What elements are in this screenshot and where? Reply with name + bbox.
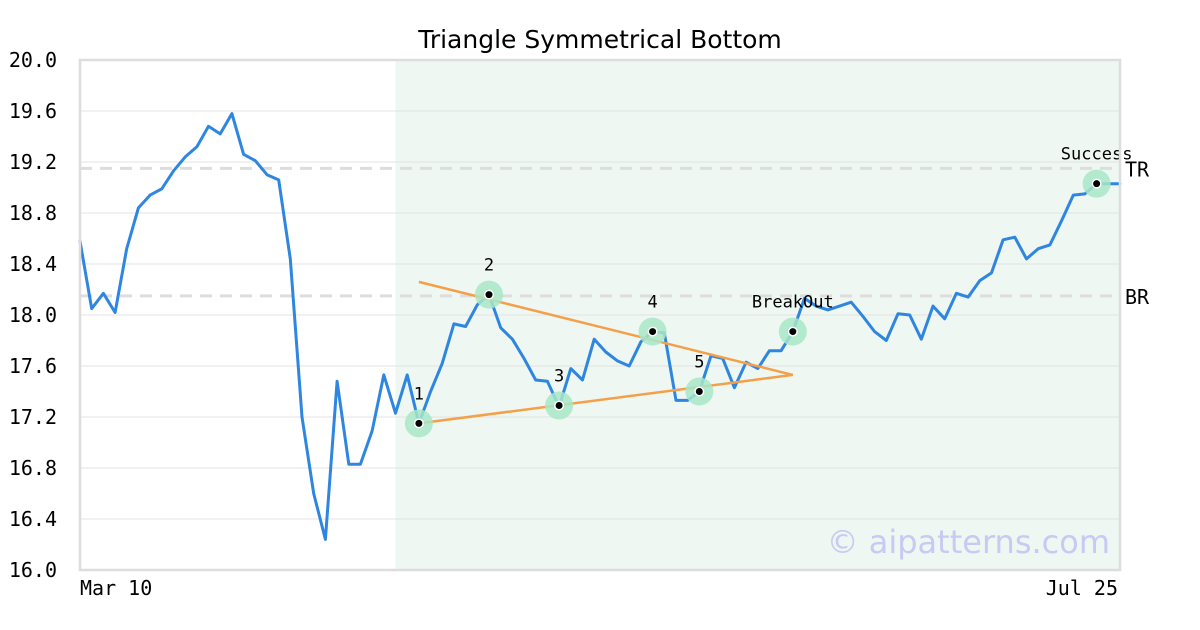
y-tick-label: 17.2 xyxy=(9,405,57,429)
pattern-point-label: 4 xyxy=(647,293,657,313)
pattern-point-dot xyxy=(649,328,657,336)
pattern-point-dot xyxy=(695,388,703,395)
y-tick-label: 17.6 xyxy=(9,354,57,378)
pattern-point-label: Success xyxy=(1061,145,1133,165)
pattern-point-dot xyxy=(415,419,423,427)
series-layer xyxy=(78,112,1122,541)
reference-label-tr: TR xyxy=(1125,157,1150,181)
reference-label-br: BR xyxy=(1125,285,1150,309)
y-tick-label: 19.6 xyxy=(9,99,57,123)
pattern-point-label: 2 xyxy=(484,256,494,276)
y-tick-label: 16.8 xyxy=(9,456,57,480)
x-tick-label: Jul 25 xyxy=(1046,576,1118,600)
pattern-point-label: 5 xyxy=(694,353,704,373)
y-tick-label: 18.0 xyxy=(9,303,57,327)
y-tick-label: 18.4 xyxy=(9,252,57,276)
price-series-line xyxy=(78,112,1122,541)
pattern-point-label: 3 xyxy=(554,367,564,387)
horizontal-lines-layer xyxy=(80,166,1120,298)
pattern-point-label: BreakOut xyxy=(752,293,834,313)
pattern-point-dot xyxy=(485,291,493,299)
chart-title: Triangle Symmetrical Bottom xyxy=(417,25,782,54)
trend-line-lower xyxy=(418,373,793,425)
pattern-point-dot xyxy=(555,402,563,410)
y-tick-label: 18.8 xyxy=(9,201,57,225)
y-tick-label: 16.4 xyxy=(9,507,57,531)
pattern-point-label: 1 xyxy=(414,384,424,404)
pattern-point-dot xyxy=(789,328,797,336)
axis-layer: 16.0 16.4 16.8 17.2 17.6 18.0 18.4 18.8 19.2 19.6… xyxy=(9,48,1150,600)
x-tick-label: Mar 10 xyxy=(80,576,152,600)
pattern-point-dot xyxy=(1093,180,1101,188)
y-tick-label: 19.2 xyxy=(9,150,57,174)
y-tick-label: 16.0 xyxy=(9,558,57,582)
y-tick-label: 20.0 xyxy=(9,48,57,72)
plot-frame xyxy=(78,58,1122,572)
markers-layer: 1 2 3 4 5 BreakOut Success xyxy=(404,145,1133,438)
watermark: © aipatterns.com xyxy=(827,523,1110,561)
